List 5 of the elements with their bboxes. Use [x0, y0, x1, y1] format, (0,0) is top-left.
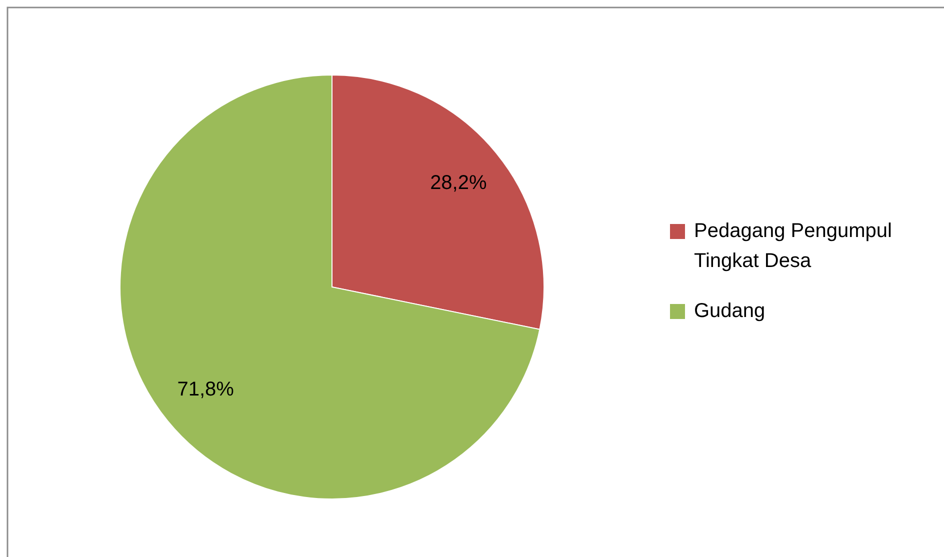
legend-label: Pedagang Pengumpul Tingkat Desa — [694, 220, 892, 272]
data-label: 71,8% — [177, 378, 234, 401]
legend-label: Gudang — [694, 300, 766, 322]
pie-slice — [120, 74, 540, 500]
data-label: 28,2% — [430, 172, 487, 194]
